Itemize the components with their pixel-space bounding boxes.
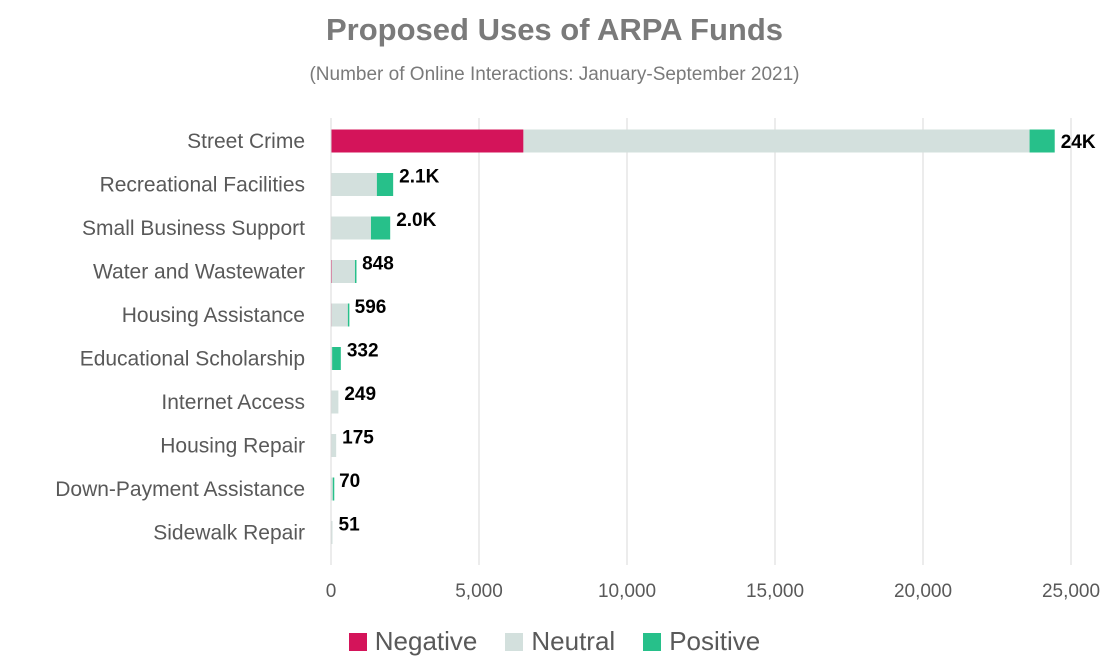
category-label: Sidewalk Repair [153, 522, 305, 545]
bar-segment-neutral [331, 303, 348, 327]
legend-swatch-neutral [505, 632, 524, 651]
bar-segment-positive [370, 216, 391, 240]
category-label: Small Business Support [82, 217, 305, 240]
x-tick-label: 5,000 [455, 581, 503, 602]
bar-segment-positive [354, 260, 357, 283]
data-label: 70 [339, 471, 360, 492]
bar-segment-neutral [331, 173, 377, 196]
category-label: Down-Payment Assistance [55, 478, 305, 501]
data-label: 2.1K [399, 167, 439, 188]
data-label: 332 [347, 341, 379, 362]
legend-swatch-negative [348, 632, 367, 651]
legend-label-positive: Positive [669, 626, 761, 656]
bar-segment-positive [332, 347, 341, 370]
category-label: Recreational Facilities [100, 174, 305, 197]
legend-item-positive: Positive [643, 626, 760, 657]
data-label: 24K [1061, 132, 1096, 153]
x-tick-label: 0 [326, 581, 337, 602]
data-label: 51 [339, 515, 361, 536]
x-tick-label: 15,000 [746, 581, 804, 602]
category-label: Housing Assistance [122, 304, 305, 327]
bar-segment-neutral [331, 347, 333, 370]
data-label: 249 [344, 384, 376, 405]
bar-segment-positive [332, 477, 335, 501]
data-label: 175 [342, 428, 374, 449]
data-label: 596 [355, 297, 387, 318]
legend: Negative Neutral Positive [0, 626, 1109, 657]
x-tick-label: 10,000 [598, 581, 656, 602]
x-tick-label: 25,000 [1042, 581, 1100, 602]
bar-segment-positive [1029, 129, 1055, 153]
category-label: Housing Repair [160, 435, 305, 458]
legend-label-neutral: Neutral [531, 626, 616, 656]
bar-segment-neutral [331, 260, 355, 283]
category-label: Educational Scholarship [80, 348, 305, 371]
category-label: Water and Wastewater [93, 261, 305, 284]
category-label: Street Crime [187, 130, 305, 153]
bar-segment-neutral [331, 390, 339, 414]
bar-chart: 0 5,000 10,000 15,000 20,000 25,000 Street Cri… [55, 118, 1100, 602]
bar-segment-neutral [331, 521, 333, 544]
bar-segment-negative [331, 260, 333, 283]
bar-segment-neutral [331, 434, 337, 457]
legend-item-neutral: Neutral [505, 626, 615, 657]
x-tick-label: 20,000 [894, 581, 952, 602]
bar-segment-positive [347, 303, 350, 327]
category-label: Internet Access [161, 391, 305, 414]
chart-subtitle: (Number of Online Interactions: January-… [309, 64, 800, 85]
data-label: 2.0K [396, 210, 436, 231]
bar-segment-positive [376, 173, 394, 196]
bar-segment-negative [331, 129, 524, 153]
data-label: 848 [362, 254, 394, 275]
legend-item-negative: Negative [348, 626, 478, 657]
chart-title: Proposed Uses of ARPA Funds [325, 12, 783, 47]
bar-segment-neutral [331, 477, 333, 501]
legend-swatch-positive [643, 632, 662, 651]
bar-segment-neutral [523, 129, 1030, 153]
legend-label-negative: Negative [374, 626, 478, 656]
bar-segment-neutral [331, 216, 371, 240]
